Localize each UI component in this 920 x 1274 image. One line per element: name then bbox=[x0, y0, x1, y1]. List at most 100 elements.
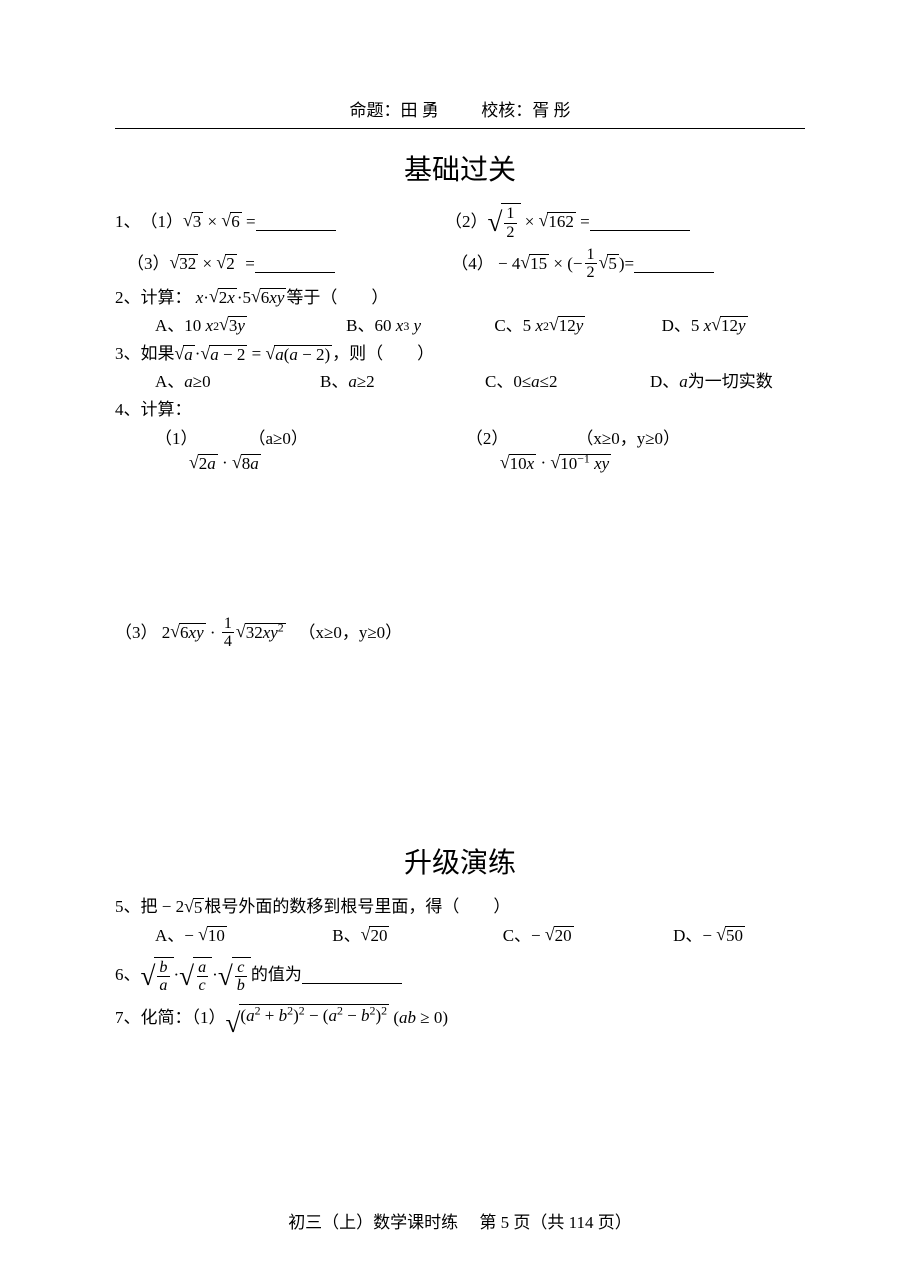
optB-text: ≥2 bbox=[357, 371, 375, 393]
q3-suffix: ，则（ ） bbox=[332, 343, 434, 365]
blank bbox=[590, 213, 690, 231]
sqrt-icon: 6xy bbox=[170, 623, 205, 643]
q5-optD: D、− 50 bbox=[673, 925, 745, 947]
q4-row1: （1） （a≥0） 2a · 8a （2） （x≥0，y≥0） 10x · 10… bbox=[115, 428, 805, 474]
optC-label: C、 bbox=[503, 925, 531, 947]
blank bbox=[634, 255, 714, 273]
sqrt-icon: 32 bbox=[170, 254, 199, 274]
q5-optC: C、− 20 bbox=[503, 925, 613, 947]
q3-optC: C、0≤a≤2 bbox=[485, 371, 650, 393]
q4-label: 4、计算： bbox=[115, 399, 805, 421]
page-footer: 初三（上）数学课时练 第 5 页（共 114 页） bbox=[0, 1212, 920, 1234]
divider bbox=[115, 128, 805, 129]
sqrt-icon: 3y bbox=[219, 316, 247, 336]
q1-row1: 1、 （1） 3 × 6 = （2） 12 × 162 = bbox=[115, 203, 805, 240]
q1-part2: （2） 12 × 162 = bbox=[445, 203, 805, 240]
page: 命题：田 勇 校核：胥 彤 基础过关 1、 （1） 3 × 6 = （2） 12… bbox=[0, 0, 920, 1274]
q6-suffix: 的值为 bbox=[251, 964, 302, 986]
q2-suffix: 等于（ ） bbox=[286, 287, 388, 309]
section-advanced-title: 升级演练 bbox=[115, 846, 805, 882]
q1-label: 1、 bbox=[115, 211, 141, 233]
q3-stem: 3、如果 a·a − 2 = a(a − 2) ，则（ ） bbox=[115, 343, 805, 365]
author: 田 勇 bbox=[401, 101, 439, 120]
sqrt-icon: ba bbox=[141, 957, 174, 994]
sqrt-icon: 2x bbox=[209, 288, 237, 308]
sqrt-icon: 8a bbox=[232, 454, 261, 474]
q5-prefix: 5、把 bbox=[115, 896, 158, 918]
optD-text: 为一切实数 bbox=[688, 371, 773, 393]
spacer bbox=[115, 480, 805, 610]
optC-text: ≤2 bbox=[540, 371, 558, 393]
optB-label: B、 bbox=[320, 371, 348, 393]
q1-p4-label: （4） bbox=[451, 253, 494, 275]
optC-label: C、0≤ bbox=[485, 371, 531, 393]
sqrt-icon: 2a bbox=[189, 454, 218, 474]
optB-label: B、 bbox=[346, 315, 374, 337]
sqrt-icon: 10−1 xy bbox=[550, 454, 611, 474]
sqrt-icon: 10 bbox=[198, 926, 227, 946]
q2-optC: C、5 x212y bbox=[494, 315, 661, 337]
q5-options: A、− 10 B、20 C、− 20 D、− 50 bbox=[155, 925, 805, 947]
q1-part3: （3） 32 × 2 = bbox=[115, 253, 451, 275]
author-label: 命题： bbox=[350, 101, 401, 120]
spacer bbox=[115, 656, 805, 836]
q1-part1: 1、 （1） 3 × 6 = bbox=[115, 211, 445, 233]
sqrt-icon: cb bbox=[218, 957, 251, 994]
sqrt-icon: 50 bbox=[716, 926, 745, 946]
sqrt-icon: 12y bbox=[711, 316, 747, 336]
section-basic-title: 基础过关 bbox=[115, 153, 805, 189]
q4-p3-label: （3） bbox=[115, 622, 158, 644]
optB-label: B、 bbox=[332, 925, 360, 947]
q5-optA: A、− 10 bbox=[155, 925, 272, 947]
optA-label: A、 bbox=[155, 925, 184, 947]
q6-prefix: 6、 bbox=[115, 964, 141, 986]
q1-p2-label: （2） bbox=[445, 211, 488, 233]
q1-part4: （4） − 4 15 × (− 12 5 )= bbox=[451, 247, 805, 281]
q1-p1-label: （1） bbox=[141, 211, 184, 233]
optD-label: D、 bbox=[650, 371, 679, 393]
sqrt-icon: 12 bbox=[488, 203, 521, 240]
q4-p1-label: （1） bbox=[155, 429, 189, 448]
q4-label-text: 4、计算： bbox=[115, 399, 192, 421]
q3-optA: A、a≥0 bbox=[155, 371, 320, 393]
q3-optD: D、a 为一切实数 bbox=[650, 371, 773, 393]
q7: 7、化简：（1） (a2 + b2)2 − (a2 − b2)2 (ab ≥ 0… bbox=[115, 1004, 805, 1031]
sqrt-icon: 32xy2 bbox=[236, 623, 286, 643]
sqrt-icon: a(a − 2) bbox=[265, 345, 332, 365]
optA-label: A、 bbox=[155, 315, 184, 337]
q4-p2-label: （2） bbox=[466, 429, 500, 448]
q3-options: A、a≥0 B、a≥2 C、0≤a≤2 D、a 为一切实数 bbox=[155, 371, 805, 393]
q5-stem: 5、把 − 25 根号外面的数移到根号里面，得（ ） bbox=[115, 896, 805, 918]
q4-part2: （2） （x≥0，y≥0） 10x · 10−1 xy bbox=[466, 428, 805, 474]
q6: 6、 ba · ac · cb 的值为 bbox=[115, 957, 805, 994]
q5-optB: B、20 bbox=[332, 925, 442, 947]
sqrt-icon: 162 bbox=[539, 212, 576, 232]
optA-label: A、 bbox=[155, 371, 184, 393]
q2-optD: D、5 x12y bbox=[662, 315, 805, 337]
blank bbox=[302, 966, 402, 984]
q1-p3-label: （3） bbox=[127, 253, 170, 275]
q7-prefix: 7、化简：（1） bbox=[115, 1007, 226, 1029]
sqrt-icon: 10x bbox=[500, 454, 536, 474]
sqrt-icon: 12y bbox=[549, 316, 585, 336]
sqrt-icon: 5 bbox=[599, 254, 619, 274]
blank bbox=[255, 255, 335, 273]
q4-p3-cond: （x≥0，y≥0） bbox=[298, 622, 402, 644]
q4-p1-cond: （a≥0） bbox=[257, 429, 308, 448]
sqrt-icon: 20 bbox=[361, 926, 390, 946]
q1-row2: （3） 32 × 2 = （4） − 4 15 × (− 12 5 )= bbox=[115, 247, 805, 281]
reviewer: 胥 彤 bbox=[532, 101, 570, 120]
sqrt-icon: 20 bbox=[545, 926, 574, 946]
sqrt-icon: 6xy bbox=[251, 288, 286, 308]
q2-optA: A、10 x23y bbox=[155, 315, 346, 337]
optD-label: D、 bbox=[673, 925, 702, 947]
q2-optB: B、60 x3 y bbox=[346, 315, 494, 337]
sqrt-icon: ac bbox=[179, 957, 212, 994]
blank bbox=[256, 213, 336, 231]
q2-options: A、10 x23y B、60 x3 y C、5 x212y D、5 x12y bbox=[155, 315, 805, 337]
sqrt-icon: a − 2 bbox=[200, 345, 247, 365]
optC-label: C、 bbox=[494, 315, 522, 337]
q3-prefix: 3、如果 bbox=[115, 343, 175, 365]
q4-part1: （1） （a≥0） 2a · 8a bbox=[155, 428, 466, 474]
sqrt-icon: (a2 + b2)2 − (a2 − b2)2 bbox=[226, 1004, 390, 1031]
